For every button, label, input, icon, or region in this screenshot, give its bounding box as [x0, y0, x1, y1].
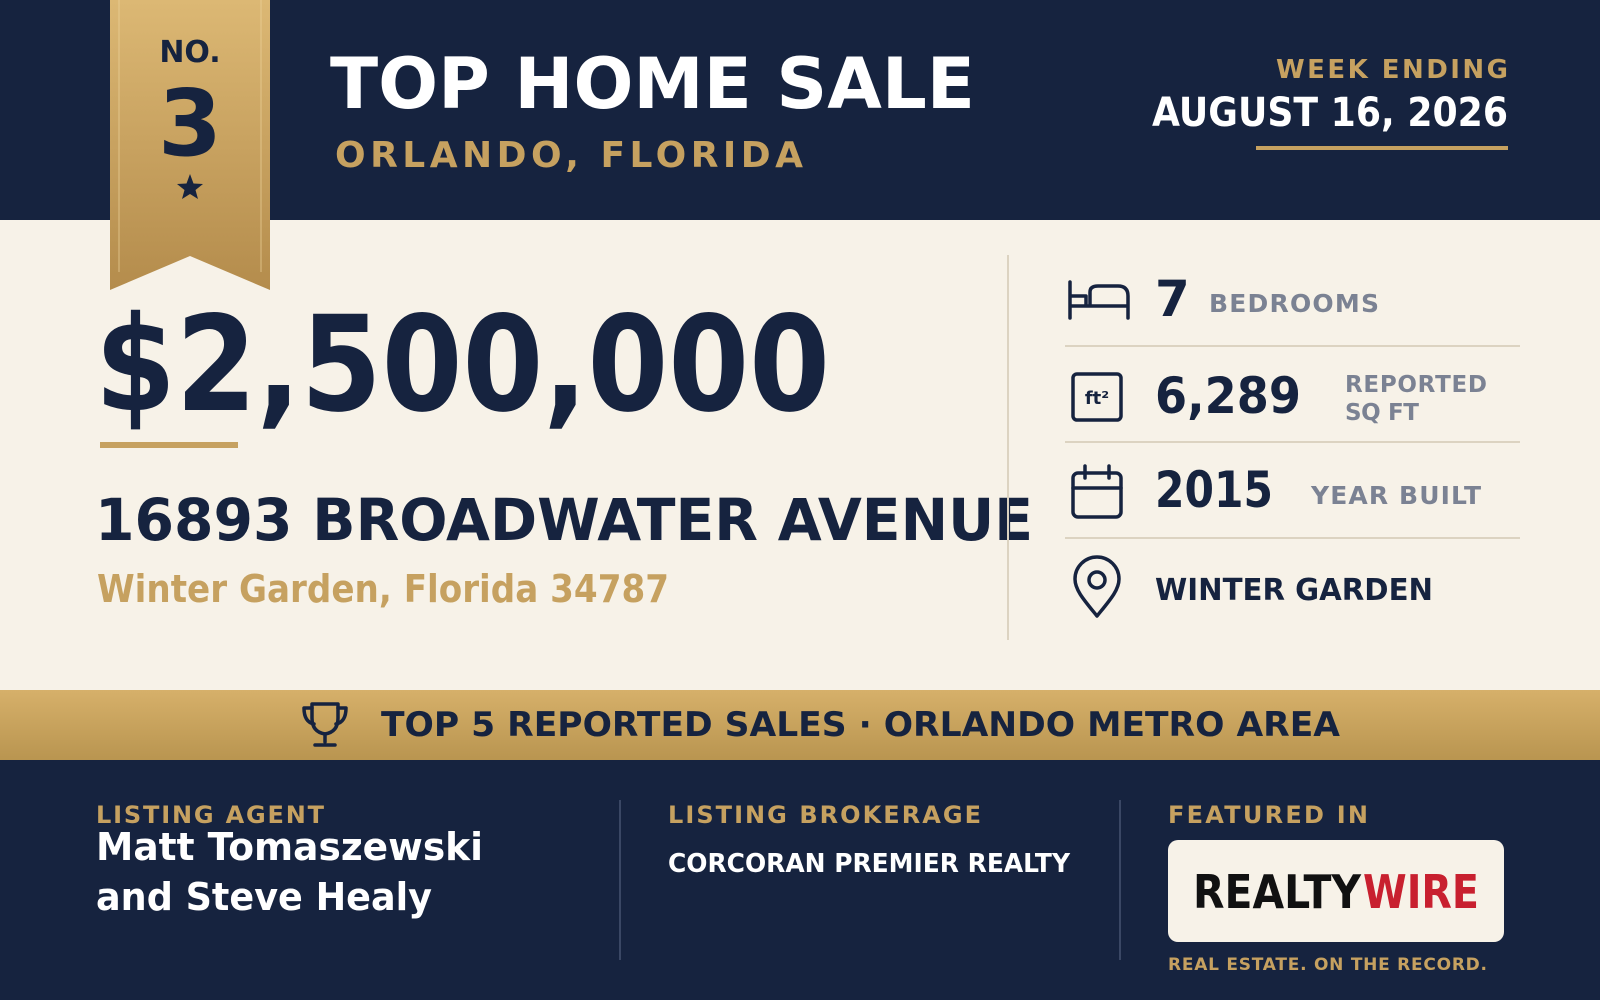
agent-name: and Steve Healy: [96, 875, 432, 919]
stat-value: 2015: [1155, 461, 1273, 519]
date-underline: [1256, 146, 1508, 150]
trophy-icon: [302, 702, 348, 747]
stat-value: 6,289: [1155, 367, 1301, 425]
ribbon: [110, 0, 270, 290]
logo-box: [1168, 840, 1504, 942]
badge-rank: 3: [158, 70, 222, 177]
agent-name: Matt Tomaszewski: [96, 825, 483, 869]
stat-value: 7: [1155, 270, 1190, 328]
address: 16893 BROADWATER AVENUE: [95, 486, 1033, 554]
stat-label: BEDROOMS: [1209, 289, 1379, 318]
featured-label: FEATURED IN: [1168, 801, 1368, 829]
area-icon: [1071, 372, 1123, 422]
badge-prefix: NO.: [159, 35, 220, 70]
stat-label: REPORTED: [1345, 372, 1487, 398]
stat-label: SQ FT: [1345, 400, 1419, 426]
banner-text: TOP 5 REPORTED SALES · ORLANDO METRO ARE…: [381, 705, 1341, 745]
body-panel: [0, 220, 1600, 690]
logo-part2: WIRE: [1363, 865, 1479, 919]
pin-icon: [1073, 555, 1121, 618]
city-line: Winter Garden, Florida 34787: [97, 567, 669, 611]
location: ORLANDO, FLORIDA: [335, 135, 803, 176]
area-icon-text: ft²: [1085, 388, 1109, 409]
logo-part1: REALTY: [1193, 865, 1362, 919]
bed-icon: [1068, 280, 1130, 320]
badge-star: [177, 174, 203, 199]
brokerage: CORCORAN PREMIER REALTY: [668, 849, 1071, 879]
stat-value: WINTER GARDEN: [1155, 573, 1433, 608]
week-date: AUGUST 16, 2026: [1152, 90, 1508, 136]
week-label: WEEK ENDING: [1276, 55, 1508, 85]
title: TOP HOME SALE: [330, 43, 975, 125]
tagline: REAL ESTATE. ON THE RECORD.: [1168, 955, 1487, 975]
stat-label: YEAR BUILT: [1310, 481, 1481, 510]
calendar-icon: [1071, 464, 1123, 519]
agent-label: LISTING AGENT: [96, 801, 325, 829]
price-underline: [100, 442, 238, 448]
price: $2,500,000: [95, 288, 830, 442]
brokerage-label: LISTING BROKERAGE: [668, 801, 981, 829]
banner-band: [0, 690, 1600, 760]
